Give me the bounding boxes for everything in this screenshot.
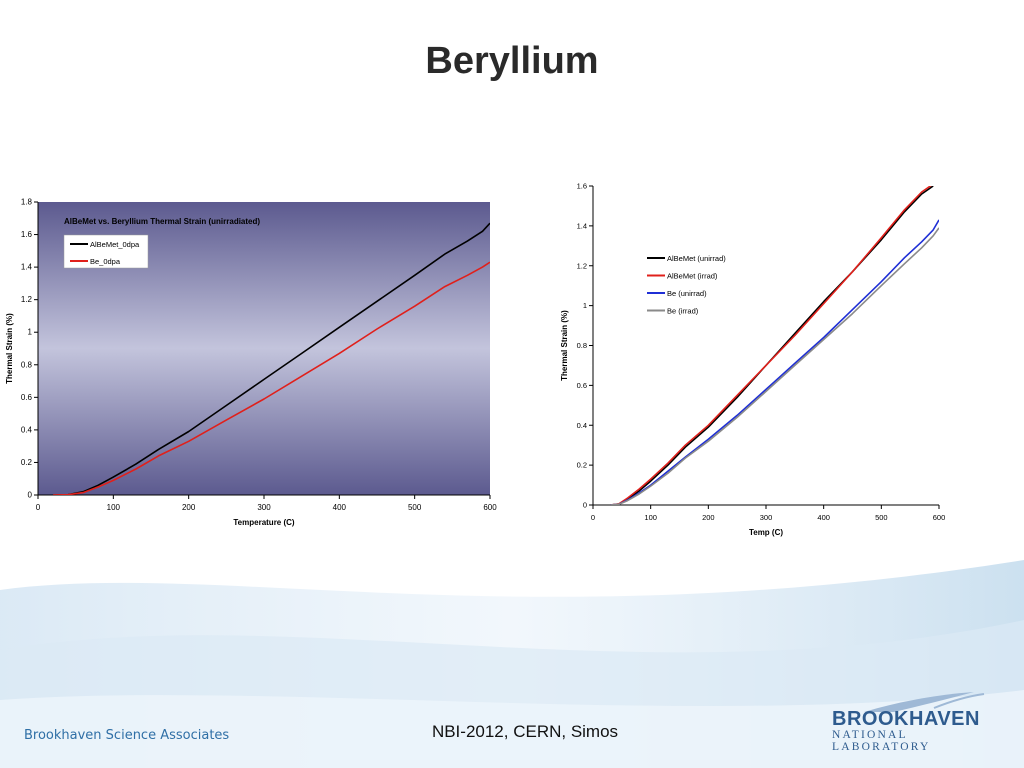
chart-left-albemet-vs-beryllium: 0 0.2 0.4 0.6 0.8 1 1.2 1.4 1.6 1.8 0 100 200 300 400 5… [5, 198, 497, 528]
y-tick-label: 1.6 [577, 182, 587, 191]
logo-wordmark: BROOKHAVEN [832, 708, 980, 730]
y-tick-label: 0 [28, 491, 33, 500]
chart-title: AlBeMet vs. Beryllium Thermal Strain (un… [64, 217, 260, 226]
legend-label: AlBeMet_0dpa [90, 240, 140, 249]
legend-label: Be_0dpa [90, 257, 121, 266]
y-tick-label: 0.2 [577, 461, 587, 470]
x-tick-label: 100 [107, 503, 121, 512]
y-tick-label: 0.4 [21, 425, 33, 434]
series-line-2 [610, 219, 939, 505]
x-tick-label: 100 [644, 513, 657, 522]
y-tick-label: 1 [583, 301, 587, 310]
legend-label: AlBeMet (irrad) [667, 272, 718, 281]
legend-label: Be (unirrad) [667, 289, 707, 298]
y-tick-label: 0.2 [21, 458, 33, 467]
y-tick-label: 0.8 [21, 360, 33, 369]
legend-label: AlBeMet (unirrad) [667, 254, 726, 263]
x-tick-label: 300 [760, 513, 773, 522]
y-tick-label: 0 [583, 501, 587, 510]
footer-citation: NBI-2012, CERN, Simos [431, 722, 619, 741]
x-tick-label: 0 [36, 503, 41, 512]
series-line-1 [610, 186, 932, 505]
chart-right-irradiation-comparison: 0 0.2 0.4 0.6 0.8 1 1.2 1.4 1.6 0 100 200 300 400 500 6… [555, 178, 958, 538]
x-axis-label: Temperature (C) [233, 518, 295, 527]
y-axis-label: Thermal Strain (%) [560, 310, 569, 381]
x-tick-label: 200 [182, 503, 196, 512]
x-tick-label: 500 [875, 513, 888, 522]
legend-box [63, 234, 149, 269]
y-tick-label: 1.8 [21, 198, 33, 207]
y-tick-label: 1.4 [21, 263, 33, 272]
x-tick-label: 300 [257, 503, 271, 512]
series-line-1 [53, 261, 490, 495]
brookhaven-logo-swoosh-icon [864, 692, 985, 712]
legend-label: Be (irrad) [667, 307, 699, 316]
x-tick-label: 500 [408, 503, 422, 512]
y-tick-label: 1.2 [21, 295, 33, 304]
logo-subtitle: NATIONAL LABORATORY [832, 729, 931, 753]
y-tick-label: 0.4 [577, 421, 587, 430]
x-tick-label: 600 [933, 513, 946, 522]
x-tick-label: 400 [817, 513, 830, 522]
y-tick-label: 0.8 [577, 341, 587, 350]
y-tick-label: 1 [28, 328, 33, 337]
y-tick-label: 1.2 [577, 261, 587, 270]
footer-organization: Brookhaven Science Associates [24, 728, 230, 743]
x-tick-label: 200 [702, 513, 715, 522]
x-tick-label: 0 [591, 513, 595, 522]
x-tick-label: 400 [333, 503, 347, 512]
x-tick-label: 600 [483, 503, 497, 512]
y-tick-label: 0.6 [577, 381, 587, 390]
y-tick-label: 0.6 [21, 393, 33, 402]
y-axis-label: Thermal Strain (%) [5, 313, 14, 384]
slide-title: Beryllium [425, 40, 599, 82]
y-tick-label: 1.4 [577, 221, 587, 230]
series-line-0 [610, 186, 934, 505]
y-tick-label: 1.6 [21, 230, 33, 239]
series-line-3 [610, 227, 939, 505]
series-line-0 [53, 222, 490, 495]
x-axis-label: Temp (C) [749, 528, 783, 537]
